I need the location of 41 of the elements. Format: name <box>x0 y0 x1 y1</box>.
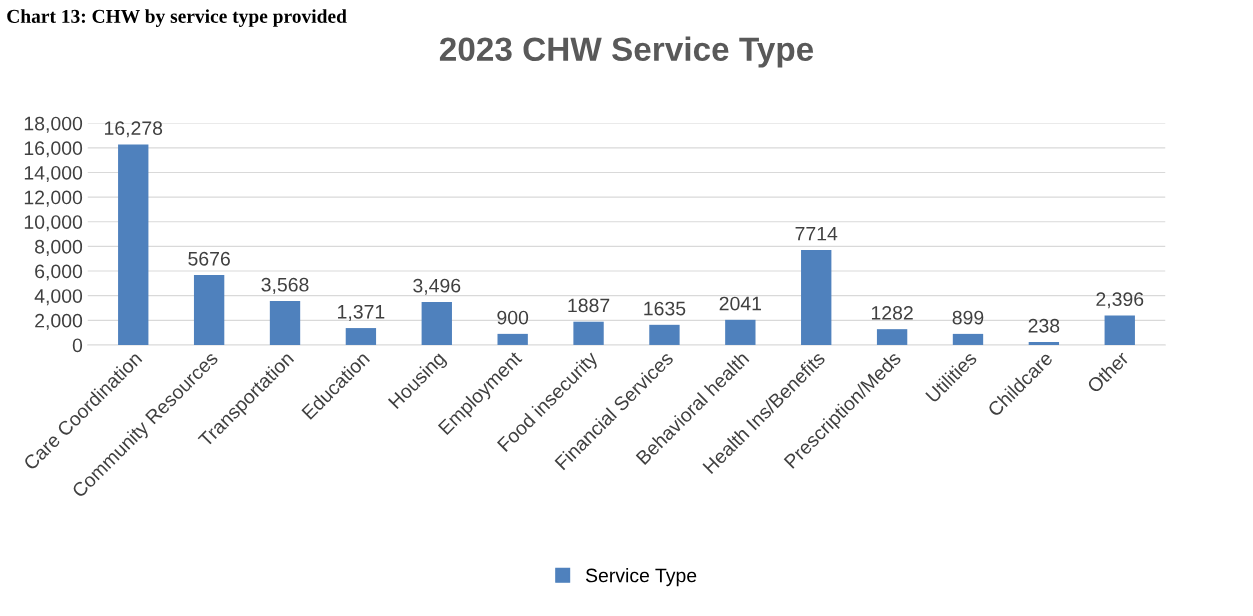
bar <box>1028 342 1060 345</box>
y-tick-label: 10,000 <box>24 215 83 232</box>
y-tick-label: 2,000 <box>35 313 83 330</box>
y-tick-label: 8,000 <box>35 239 83 256</box>
bar <box>1104 315 1135 345</box>
bar <box>725 319 756 345</box>
data-label: 238 <box>1028 318 1060 333</box>
data-label: 3,568 <box>261 277 309 294</box>
bar <box>952 333 984 345</box>
bar <box>801 249 832 345</box>
chart-title: 2023 CHW Service Type <box>439 36 814 68</box>
bar <box>193 275 225 345</box>
bar <box>118 144 149 345</box>
y-tick-label: 6,000 <box>35 264 83 281</box>
bar <box>876 329 908 345</box>
data-label: 900 <box>497 310 529 325</box>
bar <box>269 301 301 345</box>
data-label: 1887 <box>568 298 610 313</box>
data-label: 3,496 <box>413 278 461 295</box>
y-tick-label: 14,000 <box>24 165 83 183</box>
bar <box>345 328 377 345</box>
data-label: 2,396 <box>1096 292 1144 309</box>
legend-label: Service Type <box>585 568 697 587</box>
y-tick-label: 16,000 <box>24 141 83 158</box>
data-label: 5676 <box>188 251 230 266</box>
bar <box>649 324 680 345</box>
data-label: 2041 <box>719 296 762 311</box>
y-tick-label: 12,000 <box>24 190 83 207</box>
data-label: 7714 <box>795 226 838 241</box>
bar <box>573 321 604 345</box>
caption: Chart 13: CHW by service type provided <box>7 9 347 27</box>
bar <box>497 333 528 345</box>
data-label: 899 <box>952 310 984 325</box>
data-label: 16,278 <box>104 121 163 138</box>
data-label: 1282 <box>871 306 913 320</box>
bar <box>421 301 452 345</box>
y-tick-label: 18,000 <box>24 116 83 133</box>
data-label: 1,371 <box>338 304 385 321</box>
y-tick-label: 4,000 <box>34 289 83 306</box>
data-label: 1635 <box>644 301 686 316</box>
y-tick-label: 0 <box>72 338 83 353</box>
